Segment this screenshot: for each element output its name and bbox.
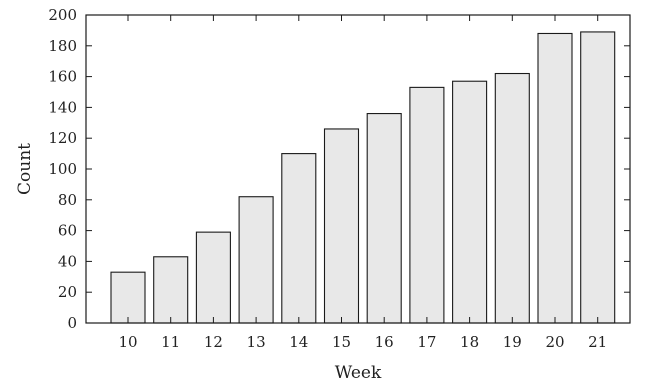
y-tick-label: 200 [48, 6, 77, 24]
y-tick-label: 80 [58, 191, 77, 209]
x-tick-label: 17 [417, 333, 436, 351]
y-tick-label: 140 [48, 98, 77, 116]
y-tick-label: 180 [48, 37, 77, 55]
x-tick-label: 11 [161, 333, 180, 351]
x-tick-label: 13 [247, 333, 266, 351]
bar-week-13 [238, 196, 274, 324]
bar-week-20 [537, 32, 573, 324]
bar-week-14 [281, 153, 317, 324]
y-axis-title: Count [15, 143, 35, 195]
x-tick-label: 15 [332, 333, 351, 351]
bar-week-12 [195, 231, 231, 324]
x-tick-label: 14 [289, 333, 308, 351]
x-tick-label: 21 [588, 333, 607, 351]
x-tick-label: 10 [118, 333, 137, 351]
y-tick-label: 0 [67, 314, 77, 332]
x-tick-label: 12 [204, 333, 223, 351]
x-axis: 10 11 12 13 14 15 16 17 18 19 20 21 [118, 15, 607, 351]
bar-week-18 [452, 80, 488, 324]
y-axis: 0 20 40 60 80 100 120 140 160 180 200 [48, 6, 630, 332]
y-tick-label: 60 [58, 222, 77, 240]
bar-week-10 [110, 271, 146, 324]
x-tick-label: 20 [545, 333, 564, 351]
bars-group [110, 31, 616, 324]
x-tick-label: 16 [375, 333, 394, 351]
y-tick-label: 40 [58, 252, 77, 270]
bar-week-19 [494, 72, 530, 324]
y-tick-label: 20 [58, 283, 77, 301]
x-tick-label: 18 [460, 333, 479, 351]
bar-week-17 [409, 86, 445, 324]
y-tick-label: 160 [48, 68, 77, 86]
bar-week-16 [366, 113, 402, 324]
x-tick-label: 19 [503, 333, 522, 351]
bar-week-21 [580, 31, 616, 324]
y-tick-label: 120 [48, 129, 77, 147]
y-tick-label: 100 [48, 160, 77, 178]
bar-week-11 [153, 256, 189, 324]
bar-week-15 [323, 128, 360, 324]
x-axis-title: Week [335, 363, 382, 383]
